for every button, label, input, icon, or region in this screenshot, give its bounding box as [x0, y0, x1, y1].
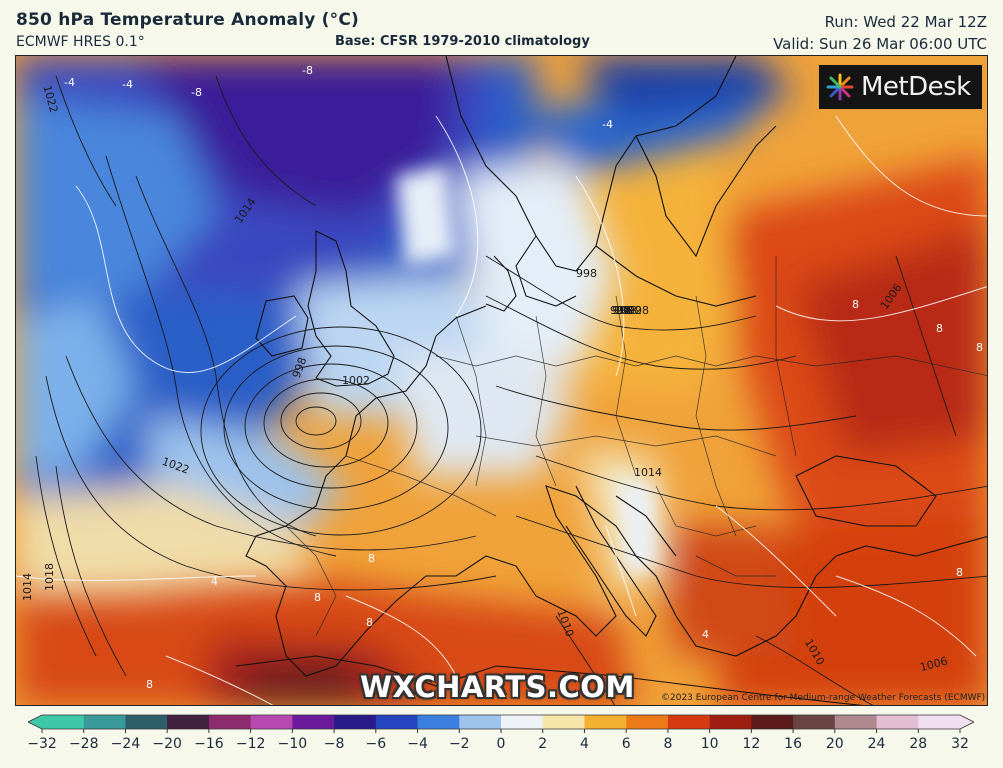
isobar-label: 998 [576, 267, 597, 280]
anomaly-label: 8 [314, 591, 321, 604]
isobars [35, 75, 987, 705]
isobar-label: 998 [612, 304, 633, 317]
colorbar-tick-label: −32 [27, 736, 57, 752]
anomaly-label: 8 [852, 298, 859, 311]
colorbar-tick-label: −28 [68, 736, 99, 752]
colorbar-segment [709, 715, 752, 729]
colorbar-segment [876, 715, 919, 729]
anomaly-label: -8 [302, 64, 313, 77]
colorbar-segment [626, 715, 669, 729]
anomaly-label: 4 [702, 628, 709, 641]
colorbar-segment [250, 715, 293, 729]
colorbar-segment [334, 715, 377, 729]
model-label: ECMWF HRES 0.1° [16, 34, 145, 50]
colorbar-max-arrow [960, 715, 974, 729]
colorbar-segment [83, 715, 126, 729]
colorbar-segment [584, 715, 627, 729]
anomaly-label: 8 [146, 678, 153, 691]
anomaly-contours [16, 115, 987, 705]
anomaly-label: 8 [956, 566, 963, 579]
colorbar-tick-label: 0 [496, 736, 506, 752]
colorbar-segment [417, 715, 460, 729]
colorbar-tick-label: 8 [663, 736, 673, 752]
map-title: 850 hPa Temperature Anomaly (°C) [16, 10, 359, 30]
colorbar-tick-label: 4 [579, 736, 589, 752]
colorbar-segment [918, 715, 961, 729]
colorbar-segment [375, 715, 419, 729]
anomaly-label: -8 [191, 86, 202, 99]
anomaly-label: 8 [976, 341, 983, 354]
isobar-label: 1014 [21, 573, 34, 601]
colorbar-segment [42, 715, 85, 729]
anomaly-label: 8 [368, 552, 375, 565]
borders [285, 256, 987, 637]
colorbar-tick-label: 28 [909, 736, 928, 752]
colorbar-segment [167, 715, 210, 729]
climatology-base-label: Base: CFSR 1979-2010 climatology [335, 34, 590, 49]
anomaly-labels: -4 -4 -8 -8 -4 8 8 8 8 8 8 4 4 8 8 [64, 64, 983, 691]
valid-time-label: Valid: Sun 26 Mar 06:00 UTC [773, 35, 987, 53]
metdesk-logo-text: MetDesk [861, 72, 971, 102]
colorbar-tick-label: 2 [538, 736, 548, 752]
coastlines [235, 56, 987, 705]
colorbar-scale [27, 714, 975, 733]
colorbar-segment [459, 715, 502, 729]
isobar-label: 998 [628, 304, 649, 317]
colorbar-tick-label: 20 [825, 736, 844, 752]
anomaly-label: -4 [122, 78, 133, 91]
isobar-label: 1014 [634, 466, 662, 479]
colorbar-tick-label: −2 [448, 736, 470, 752]
isobar-label: 1002 [614, 304, 642, 317]
colorbar-tick-label: −16 [194, 736, 224, 752]
copyright-notice: ©2023 European Centre for Medium-range W… [661, 693, 986, 703]
colorbar-segment [208, 715, 252, 729]
colorbar-tick-label: −12 [235, 736, 266, 752]
anomaly-label: -4 [602, 118, 613, 131]
colorbar-tick-label: 10 [700, 736, 719, 752]
colorbar-tick-label: −24 [110, 736, 141, 752]
colorbar-min-arrow [28, 715, 42, 729]
anomaly-label: 4 [211, 575, 218, 588]
wxcharts-watermark: WXCHARTS.COM [360, 670, 635, 704]
colorbar-tick-label: −6 [365, 736, 387, 752]
colorbar-segment [834, 715, 878, 729]
isobar-label: 998 [616, 304, 637, 317]
colorbar-tick-label: 12 [742, 736, 761, 752]
colorbar-tick-label: 6 [621, 736, 631, 752]
isobar-label: 1002 [342, 374, 370, 387]
colorbar-tick-label: 16 [784, 736, 802, 752]
colorbar-segment [501, 715, 544, 729]
colorbar-tick-label: −20 [152, 736, 182, 752]
run-time-label: Run: Wed 22 Mar 12Z [824, 13, 987, 31]
anomaly-label: -4 [64, 76, 75, 89]
colorbar-segment [125, 715, 168, 729]
colorbar-segment [292, 715, 335, 729]
colorbar-segment [542, 715, 585, 729]
metdesk-burst-icon [826, 73, 854, 101]
colorbar-tick-label: 32 [951, 736, 969, 752]
map-canvas: 1022 1014 998 998 998 998 998 1002 998 1… [16, 56, 987, 705]
anomaly-label: 8 [936, 322, 943, 335]
anomaly-map[interactable]: 1022 1014 998 998 998 998 998 1002 998 1… [15, 55, 988, 706]
colorbar-segment [793, 715, 836, 729]
colorbar-segment [751, 715, 794, 729]
colorbar-tick-label: −10 [277, 736, 308, 752]
colorbar: −32 −28 −24 −20 −16 −12 −10 −8 −6 −4 −2 0 2 4 6 8 10 12 16… [27, 711, 975, 759]
colorbar-segment [667, 715, 711, 729]
colorbar-tick-label: 24 [867, 736, 886, 752]
colorbar-tick-label: −4 [407, 736, 428, 752]
isobar-label: 998 [610, 304, 631, 317]
isobar-label: 1018 [43, 563, 56, 591]
metdesk-logo: MetDesk [819, 65, 982, 109]
anomaly-label: 8 [366, 616, 373, 629]
colorbar-tick-label: −8 [323, 736, 345, 752]
